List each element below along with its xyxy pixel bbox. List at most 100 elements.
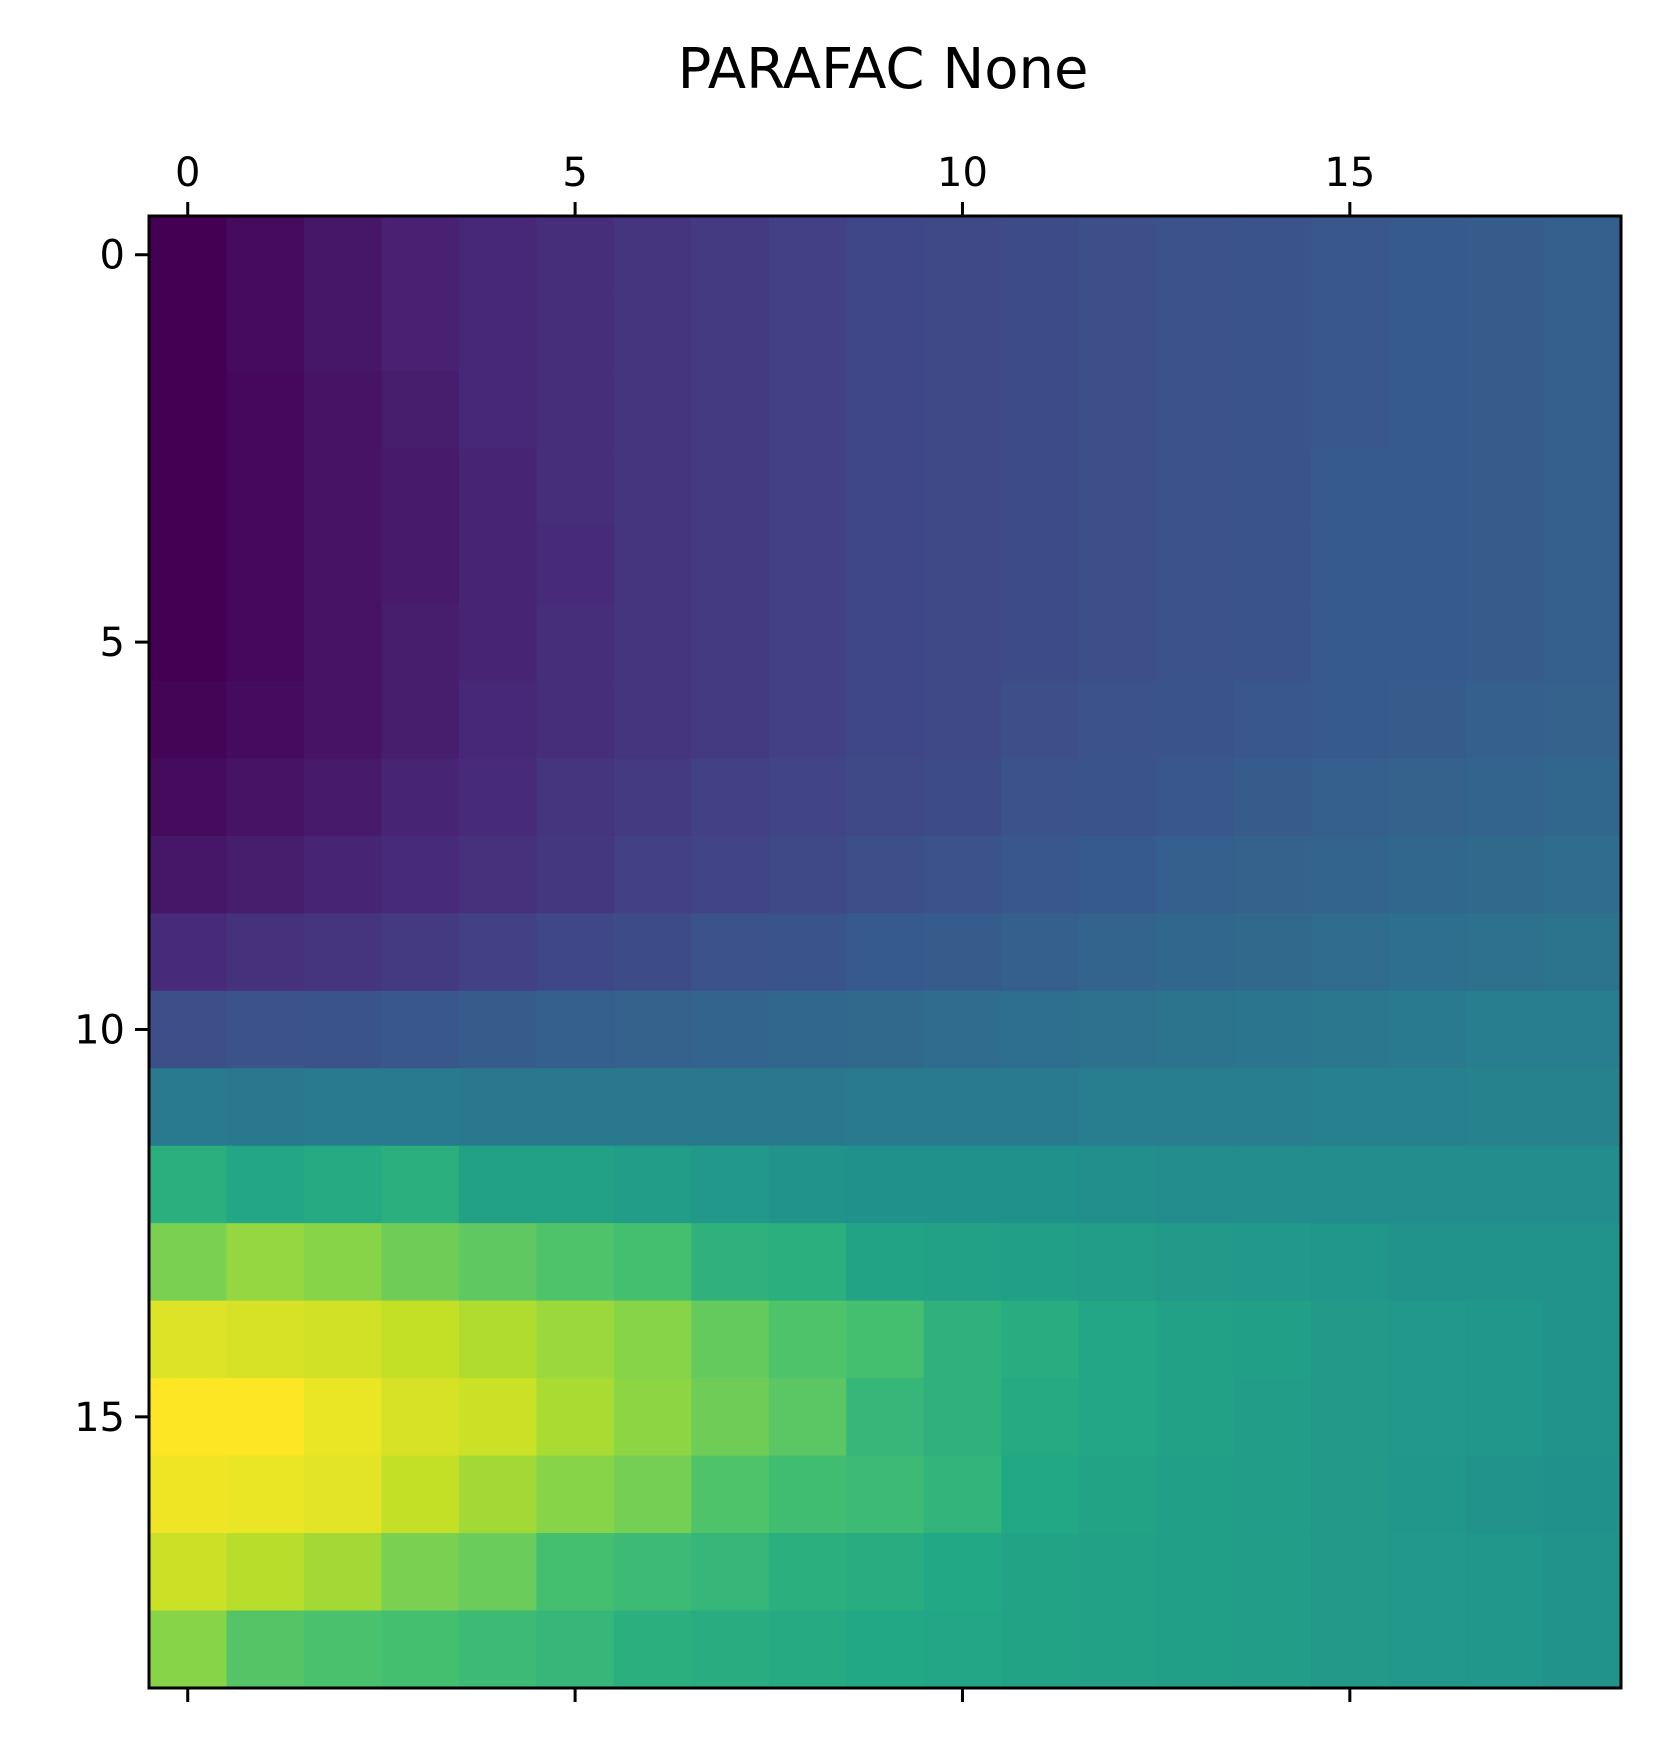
heatmap-cell bbox=[1389, 913, 1467, 991]
heatmap-cell bbox=[1156, 1223, 1234, 1301]
heatmap-cell bbox=[1234, 293, 1312, 371]
y-axis-ticks: 0 5 10 15 bbox=[74, 233, 149, 1441]
heatmap-cell bbox=[1389, 1146, 1467, 1224]
heatmap-cell bbox=[1311, 1456, 1389, 1534]
heatmap-cell bbox=[536, 526, 614, 604]
heatmap-cell bbox=[1156, 371, 1234, 449]
heatmap-cell bbox=[381, 293, 459, 371]
heatmap-cell bbox=[381, 526, 459, 604]
heatmap-cell bbox=[691, 1456, 769, 1534]
heatmap-cell bbox=[1234, 836, 1312, 914]
heatmap-cell bbox=[1466, 1611, 1544, 1689]
heatmap-cell bbox=[1079, 371, 1157, 449]
heatmap-cell bbox=[924, 1533, 1002, 1611]
heatmap-cell bbox=[304, 448, 382, 526]
heatmap-cell bbox=[1234, 1611, 1312, 1689]
heatmap-cell bbox=[459, 913, 537, 991]
heatmap-cell bbox=[226, 216, 304, 294]
heatmap-cell bbox=[381, 1378, 459, 1456]
heatmap-cell bbox=[924, 913, 1002, 991]
heatmap-cell bbox=[1079, 991, 1157, 1069]
heatmap-cell bbox=[1234, 603, 1312, 681]
heatmap-cell bbox=[846, 1456, 924, 1534]
heatmap-cell bbox=[381, 1611, 459, 1689]
heatmap-cell bbox=[226, 1068, 304, 1146]
heatmap-cell bbox=[536, 1611, 614, 1689]
heatmap-cell bbox=[1389, 1223, 1467, 1301]
heatmap-cell bbox=[1311, 1146, 1389, 1224]
heatmap-cell bbox=[1389, 991, 1467, 1069]
heatmap-cell bbox=[1079, 1223, 1157, 1301]
heatmap-cell bbox=[1079, 1301, 1157, 1379]
heatmap-cell bbox=[1389, 216, 1467, 294]
heatmap-cell bbox=[924, 526, 1002, 604]
heatmap-cell bbox=[226, 1611, 304, 1689]
heatmap-cell bbox=[1466, 1456, 1544, 1534]
heatmap-cell bbox=[1079, 603, 1157, 681]
heatmap-cell bbox=[381, 836, 459, 914]
heatmap-cell bbox=[1389, 1611, 1467, 1689]
heatmap-cell bbox=[691, 991, 769, 1069]
heatmap-cell bbox=[459, 991, 537, 1069]
heatmap-cell bbox=[769, 1301, 847, 1379]
heatmap-cell bbox=[1466, 1533, 1544, 1611]
heatmap-cell bbox=[226, 448, 304, 526]
heatmap-cell bbox=[381, 216, 459, 294]
heatmap-cell bbox=[691, 1146, 769, 1224]
heatmap-cell bbox=[1466, 216, 1544, 294]
heatmap-cell bbox=[1001, 293, 1079, 371]
heatmap-cell bbox=[1001, 991, 1079, 1069]
heatmap-cell bbox=[149, 603, 227, 681]
heatmap-cell bbox=[1234, 371, 1312, 449]
heatmap-cell bbox=[614, 1378, 692, 1456]
heatmap-cell bbox=[846, 526, 924, 604]
heatmap-cell bbox=[924, 603, 1002, 681]
heatmap-cell bbox=[459, 1533, 537, 1611]
heatmap-cell bbox=[924, 1611, 1002, 1689]
heatmap-cell bbox=[1389, 293, 1467, 371]
heatmap-cell bbox=[1001, 1456, 1079, 1534]
heatmap-cell bbox=[226, 991, 304, 1069]
heatmap-cell bbox=[691, 1223, 769, 1301]
heatmap-cell bbox=[1544, 758, 1622, 836]
heatmap-cell bbox=[1311, 603, 1389, 681]
heatmap-cell bbox=[536, 216, 614, 294]
heatmap-cell bbox=[1079, 1456, 1157, 1534]
heatmap-cell bbox=[459, 1301, 537, 1379]
heatmap-cell bbox=[924, 836, 1002, 914]
heatmap-cell bbox=[924, 758, 1002, 836]
heatmap-cell bbox=[1466, 758, 1544, 836]
heatmap-cell bbox=[304, 681, 382, 759]
heatmap-cell bbox=[1311, 526, 1389, 604]
heatmap-cell bbox=[769, 991, 847, 1069]
heatmap-cell bbox=[1466, 836, 1544, 914]
heatmap-cell bbox=[226, 1223, 304, 1301]
heatmap-cell bbox=[846, 1068, 924, 1146]
heatmap-cell bbox=[1311, 371, 1389, 449]
heatmap-cell bbox=[924, 1301, 1002, 1379]
heatmap-cell bbox=[226, 1378, 304, 1456]
heatmap-cell bbox=[614, 216, 692, 294]
heatmap-cell bbox=[1234, 448, 1312, 526]
heatmap-cell bbox=[1001, 1301, 1079, 1379]
heatmap-cell bbox=[459, 1378, 537, 1456]
x-tick-label: 5 bbox=[562, 150, 587, 196]
heatmap-cell bbox=[1001, 681, 1079, 759]
heatmap-cell bbox=[1156, 1068, 1234, 1146]
heatmap-cell bbox=[149, 293, 227, 371]
heatmap-cell bbox=[381, 991, 459, 1069]
heatmap-cell bbox=[691, 758, 769, 836]
heatmap-cell bbox=[769, 1378, 847, 1456]
heatmap-cell bbox=[381, 1223, 459, 1301]
heatmap-cell bbox=[149, 526, 227, 604]
heatmap-cell bbox=[1389, 526, 1467, 604]
heatmap-cell bbox=[846, 913, 924, 991]
heatmap-cell bbox=[536, 1456, 614, 1534]
heatmap-cell bbox=[1234, 526, 1312, 604]
heatmap-cell bbox=[1544, 448, 1622, 526]
heatmap-cell bbox=[1001, 913, 1079, 991]
heatmap-cell bbox=[1311, 1301, 1389, 1379]
x-tick-label: 0 bbox=[175, 150, 200, 196]
heatmap-cell bbox=[1156, 913, 1234, 991]
heatmap-cell bbox=[381, 758, 459, 836]
